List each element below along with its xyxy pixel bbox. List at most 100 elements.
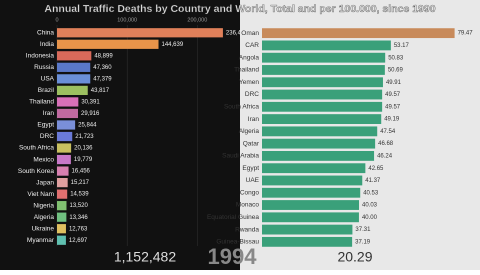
bar bbox=[262, 151, 375, 161]
category-label: Indonesia bbox=[26, 53, 55, 60]
x-tick-label: 0 bbox=[55, 17, 58, 23]
bar bbox=[262, 236, 353, 247]
value-label: 16,456 bbox=[72, 169, 91, 175]
x-tick-label: 100,000 bbox=[117, 17, 137, 23]
bar bbox=[57, 224, 66, 234]
category-label: Nigeria bbox=[33, 202, 54, 209]
category-label: Oman bbox=[241, 30, 259, 37]
bar bbox=[262, 187, 361, 198]
category-label: Angola bbox=[239, 54, 260, 61]
category-label: Monaco bbox=[236, 202, 260, 209]
value-label: 53.17 bbox=[394, 43, 410, 49]
value-label: 50.83 bbox=[388, 55, 404, 61]
year: 1994 bbox=[208, 244, 258, 269]
value-label: 48,899 bbox=[94, 53, 113, 59]
value-label: 47,360 bbox=[93, 65, 112, 71]
left-total: 1,152,482 bbox=[114, 249, 176, 265]
category-label: Egypt bbox=[37, 122, 54, 129]
category-label: Egypt bbox=[242, 165, 259, 172]
bar bbox=[262, 224, 353, 235]
bar bbox=[57, 201, 67, 211]
category-label: Ukraine bbox=[32, 225, 55, 232]
value-label: 49.19 bbox=[384, 117, 400, 123]
category-label: Algeria bbox=[239, 128, 260, 135]
value-label: 21,723 bbox=[75, 134, 94, 140]
bar bbox=[262, 89, 383, 100]
category-label: Qatar bbox=[243, 140, 260, 147]
category-label: USA bbox=[41, 76, 55, 83]
category-label: China bbox=[37, 29, 54, 36]
bar bbox=[262, 126, 378, 137]
value-label: 37.19 bbox=[355, 239, 371, 245]
bar bbox=[57, 97, 79, 107]
category-label: Myanmar bbox=[27, 237, 55, 244]
category-label: CAR bbox=[245, 42, 259, 49]
bar bbox=[262, 212, 359, 223]
right-total: 20.29 bbox=[337, 249, 372, 265]
value-label: 49.57 bbox=[385, 104, 401, 110]
category-label: Rwanda bbox=[235, 226, 259, 233]
category-label: South Korea bbox=[18, 168, 55, 175]
value-label: 42.65 bbox=[368, 166, 384, 172]
value-label: 12,763 bbox=[69, 226, 88, 232]
x-tick-label: 200,000 bbox=[187, 17, 207, 23]
bar bbox=[262, 40, 391, 51]
bar bbox=[262, 52, 386, 63]
value-label: 46.24 bbox=[377, 153, 393, 159]
value-label: 79.47 bbox=[458, 31, 474, 37]
category-label: Saudi Arabia bbox=[222, 153, 259, 160]
value-label: 40.03 bbox=[362, 203, 378, 209]
bar bbox=[57, 189, 68, 199]
category-label: Thailand bbox=[29, 99, 54, 106]
value-label: 41.37 bbox=[365, 178, 381, 184]
value-label: 47.54 bbox=[380, 129, 396, 135]
category-label: Yemen bbox=[239, 79, 259, 86]
value-label: 29,916 bbox=[81, 111, 100, 117]
category-label: Mexico bbox=[33, 156, 54, 163]
bar bbox=[57, 212, 67, 222]
category-label: India bbox=[40, 41, 54, 48]
value-label: 13,520 bbox=[69, 203, 88, 209]
chart-title: Annual Traffic Deaths by Country and Wor… bbox=[44, 3, 435, 15]
value-label: 30,391 bbox=[81, 99, 100, 105]
bar bbox=[57, 154, 71, 165]
category-label: Equatorial Guinea bbox=[207, 214, 259, 221]
bar bbox=[57, 177, 68, 188]
category-label: Guinea-Bissau bbox=[216, 239, 259, 246]
category-label: Viet Nam bbox=[27, 191, 54, 198]
value-label: 43,817 bbox=[91, 88, 110, 94]
value-label: 14,539 bbox=[70, 192, 89, 198]
category-label: Iran bbox=[248, 116, 260, 123]
bar bbox=[57, 62, 91, 72]
value-label: 46.68 bbox=[378, 141, 394, 147]
bar bbox=[57, 74, 91, 84]
value-label: 19,779 bbox=[74, 157, 93, 163]
category-label: Thailand bbox=[234, 67, 259, 74]
value-label: 25,844 bbox=[78, 123, 97, 129]
bar bbox=[262, 138, 376, 149]
bar bbox=[57, 28, 223, 38]
category-label: Russia bbox=[34, 64, 54, 71]
value-label: 12,697 bbox=[69, 238, 88, 244]
value-label: 13,346 bbox=[69, 215, 88, 221]
value-label: 236,415 bbox=[226, 30, 248, 36]
bar bbox=[57, 166, 69, 176]
category-label: South Africa bbox=[19, 145, 54, 152]
bar bbox=[262, 65, 385, 75]
bar bbox=[57, 108, 78, 119]
bar bbox=[57, 120, 76, 130]
bar bbox=[57, 235, 66, 245]
bar bbox=[57, 85, 88, 96]
bar bbox=[262, 77, 383, 88]
value-label: 47,379 bbox=[93, 76, 112, 82]
category-label: DRC bbox=[40, 133, 54, 140]
category-label: Iran bbox=[43, 110, 55, 117]
category-label: UAE bbox=[246, 177, 260, 184]
bar bbox=[262, 101, 383, 112]
category-label: DRC bbox=[245, 91, 259, 98]
bar bbox=[262, 163, 366, 174]
value-label: 50.69 bbox=[388, 68, 404, 74]
bar bbox=[262, 114, 382, 124]
value-label: 40.00 bbox=[362, 215, 378, 221]
